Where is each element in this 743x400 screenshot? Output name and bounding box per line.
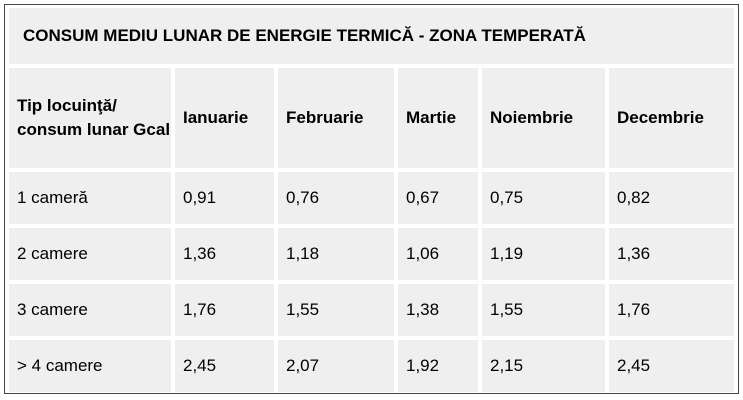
value-cell: 2,07 [278,340,394,392]
value-cell: 1,36 [175,228,274,280]
value-cell: 2,45 [609,340,734,392]
value-cell: 1,38 [398,284,478,336]
value-cell: 0,67 [398,172,478,224]
value-cell: 1,55 [482,284,605,336]
value-cell: 1,76 [175,284,274,336]
row-label: 3 camere [9,284,171,336]
header-cell: Martie [398,68,478,168]
value-cell: 1,18 [278,228,394,280]
table: CONSUM MEDIU LUNAR DE ENERGIE TERMICĂ - … [5,5,738,393]
data-row: > 4 camere 2,45 2,07 1,92 2,15 2,45 [9,340,734,392]
value-cell: 0,82 [609,172,734,224]
data-row: 1 cameră 0,91 0,76 0,67 0,75 0,82 [9,172,734,224]
value-cell: 1,06 [398,228,478,280]
value-cell: 2,45 [175,340,274,392]
value-cell: 1,36 [609,228,734,280]
value-cell: 1,19 [482,228,605,280]
value-cell: 1,55 [278,284,394,336]
header-cell: Februarie [278,68,394,168]
value-cell: 0,76 [278,172,394,224]
value-cell: 0,75 [482,172,605,224]
header-cell: Tip locuinţă/ consum lunar Gcal [9,68,171,168]
data-row: 2 camere 1,36 1,18 1,06 1,19 1,36 [9,228,734,280]
header-row: Tip locuinţă/ consum lunar Gcal Ianuarie F… [9,68,734,168]
row-label: 2 camere [9,228,171,280]
value-cell: 0,91 [175,172,274,224]
row-label: > 4 camere [9,340,171,392]
table-frame: CONSUM MEDIU LUNAR DE ENERGIE TERMICĂ - … [4,4,739,394]
header-cell: Decembrie [609,68,734,168]
data-row: 3 camere 1,76 1,55 1,38 1,55 1,76 [9,284,734,336]
header-cell: Noiembrie [482,68,605,168]
row-label: 1 cameră [9,172,171,224]
value-cell: 2,15 [482,340,605,392]
value-cell: 1,76 [609,284,734,336]
header-cell: Ianuarie [175,68,274,168]
table-title: CONSUM MEDIU LUNAR DE ENERGIE TERMICĂ - … [9,8,734,64]
value-cell: 1,92 [398,340,478,392]
